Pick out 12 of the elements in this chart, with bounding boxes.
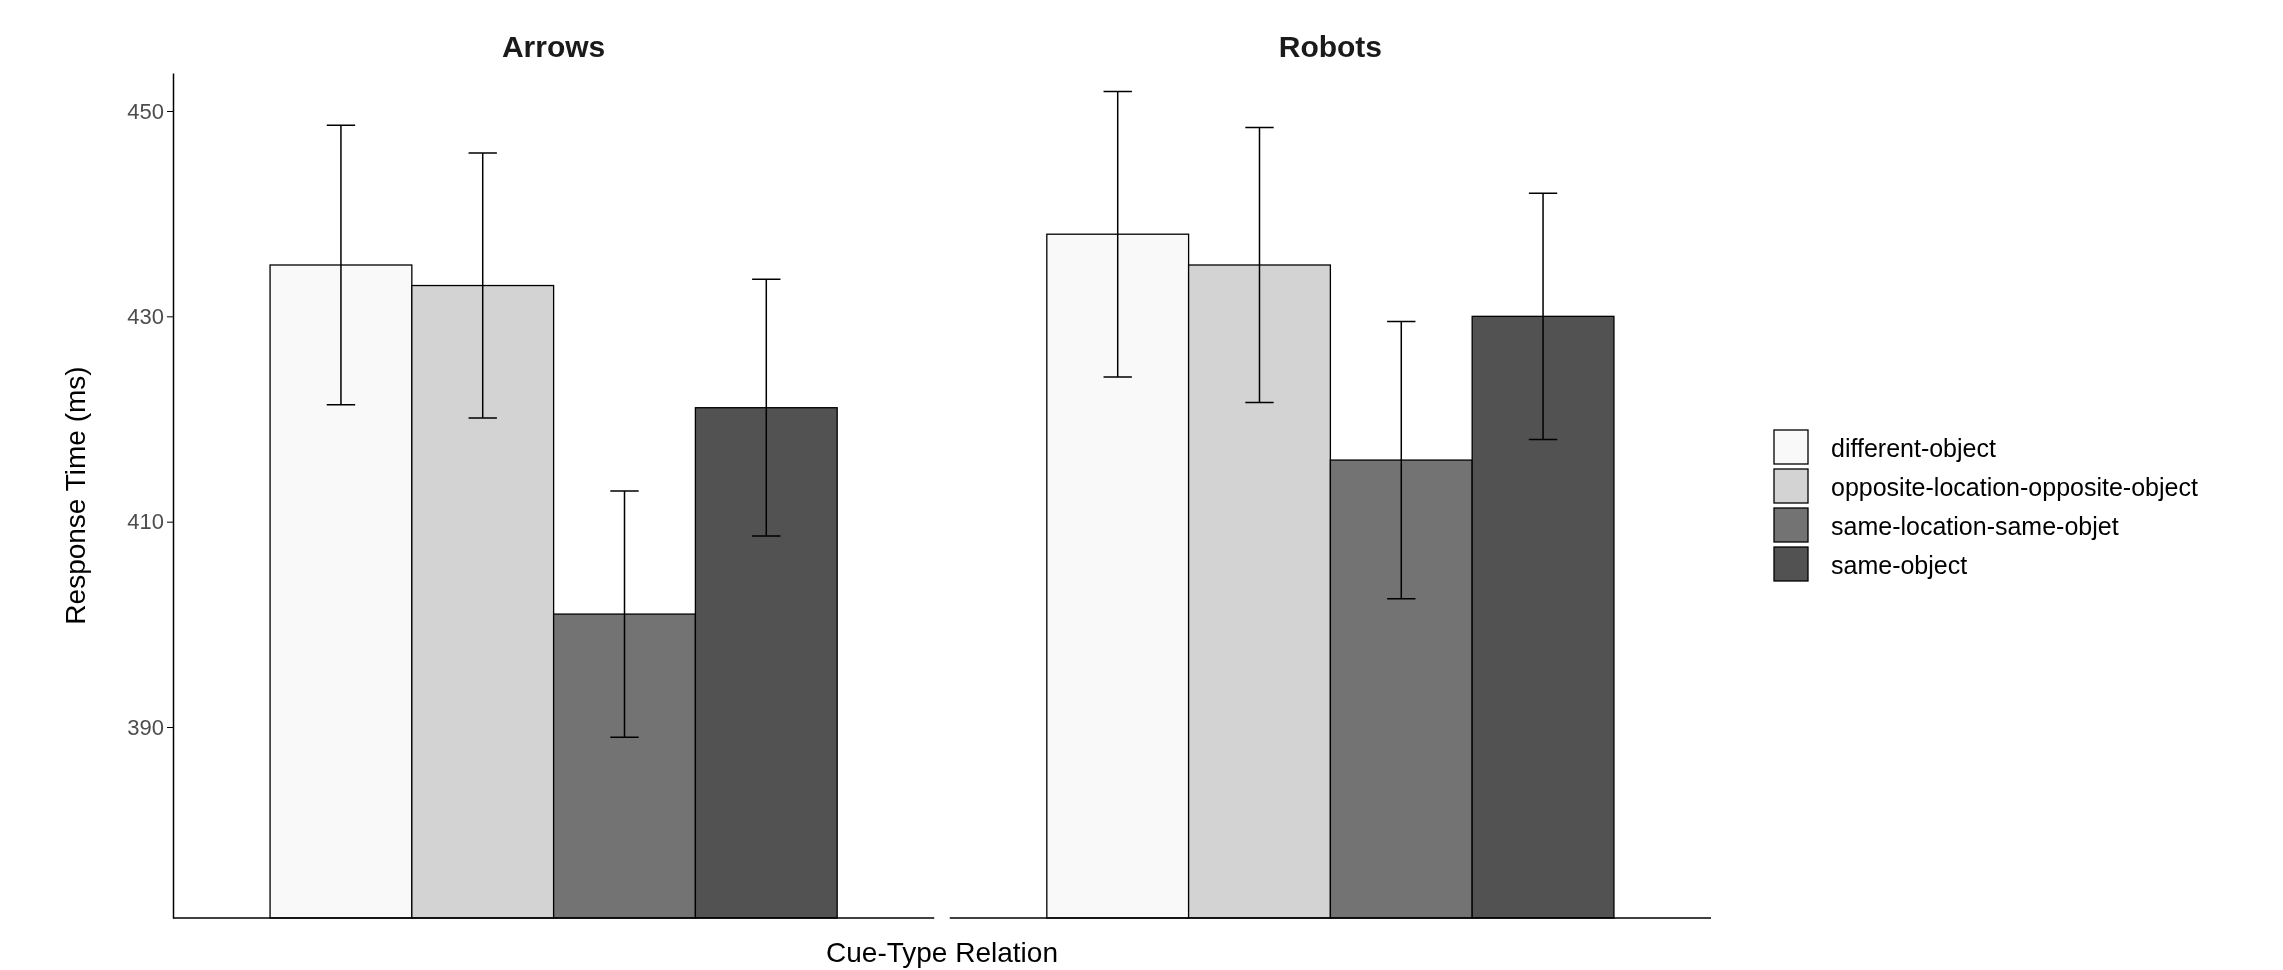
legend-label: same-location-same-objet [1831, 512, 2119, 540]
y-tick-label: 430 [127, 303, 164, 329]
y-tick-label: 410 [127, 509, 164, 535]
legend-label: opposite-location-opposite-object [1831, 473, 2198, 501]
y-axis-title: Response Time (ms) [60, 366, 91, 625]
x-axis-title: Cue-Type Relation [826, 937, 1058, 968]
x-tick-label: Robots [1278, 29, 1383, 63]
y-tick-label: 450 [127, 98, 164, 124]
y-tick-label: 390 [127, 714, 164, 740]
legend-label: same-object [1831, 551, 1968, 579]
x-tick-label: Arrows [501, 29, 606, 63]
legend-label: different-object [1831, 434, 1996, 462]
